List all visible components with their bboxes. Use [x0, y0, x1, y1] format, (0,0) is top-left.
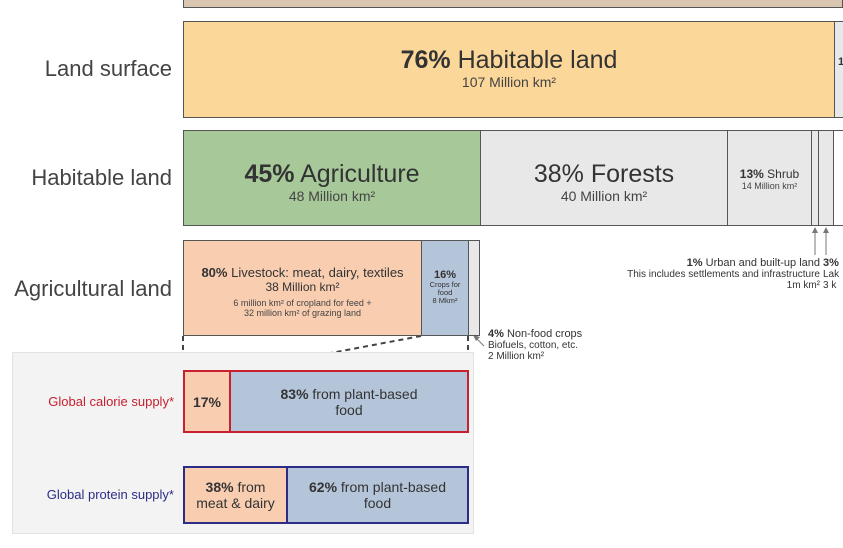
barren-land-box: 1: [834, 21, 843, 118]
row-label-habitable-land: Habitable land: [31, 165, 172, 190]
urban-label: Urban and built-up land: [705, 257, 820, 269]
calorie-plant-label-2: food: [335, 401, 363, 418]
protein-animal-box: 38% from meat & dairy: [183, 466, 288, 524]
crops-label-2: food: [437, 288, 453, 297]
nonfood-annotation: 4% Non-food crops Biofuels, cotton, etc.…: [488, 328, 628, 362]
agriculture-box: 45% Agriculture 48 Million km²: [183, 130, 481, 226]
nonfood-area: 2 Million km²: [488, 351, 545, 362]
livestock-pct: 80%: [201, 265, 228, 280]
agriculture-area: 48 Million km²: [288, 188, 376, 204]
forests-area: 40 Million km²: [560, 188, 648, 204]
agriculture-label: Agriculture: [300, 160, 420, 188]
forests-box: 38% Forests 40 Million km²: [480, 130, 728, 226]
calorie-supply-label: Global calorie supply*: [48, 394, 174, 409]
urban-pct: 1%: [686, 257, 703, 269]
forests-label: Forests: [590, 160, 675, 188]
urban-desc: This includes settlements and infrastruc…: [627, 269, 820, 280]
urban-annotation: 1% Urban and built-up land This includes…: [560, 257, 820, 292]
lakes-area: 3 k: [823, 280, 837, 291]
protein-plant-label-2: food: [363, 495, 392, 511]
lakes-annotation: 3% Lak 3 k: [823, 257, 843, 292]
protein-plant-label-1: from plant-based: [340, 479, 446, 495]
habitable-rest-box: [833, 130, 843, 226]
livestock-label: Livestock: meat, dairy, textiles: [231, 265, 404, 280]
calorie-animal-pct: 17%: [192, 393, 222, 410]
livestock-desc-2: 32 million km² of grazing land: [243, 308, 362, 318]
protein-plant-pct: 62%: [309, 479, 338, 495]
habitable-land-box: 76% Habitable land 107 Million km²: [183, 21, 835, 118]
habitable-land-area: 107 Million km²: [461, 74, 557, 90]
habitable-land-label: Habitable land: [457, 46, 618, 74]
shrub-area: 14 Million km²: [741, 181, 798, 191]
urban-area: 1m km²: [786, 280, 820, 291]
calorie-animal-box: 17%: [183, 370, 231, 433]
shrub-pct: 13%: [739, 167, 764, 181]
calorie-plant-label-1: from plant-based: [312, 385, 418, 402]
lakes-label: Lak: [823, 269, 840, 280]
calorie-plant-pct: 83%: [280, 385, 309, 402]
crops-box: 16% Crops for food 8 Mkm²: [421, 240, 469, 336]
row-label-land-surface: Land surface: [44, 56, 172, 81]
shrub-box: 13% Shrub 14 Million km²: [727, 130, 812, 226]
protein-animal-label-1: from: [237, 479, 266, 495]
row-label-agricultural-land: Agricultural land: [14, 276, 172, 301]
barren-land-cut-label: 1: [835, 56, 843, 68]
crops-pct: 16%: [433, 269, 457, 281]
calorie-plant-box: 83% from plant-based food: [229, 370, 469, 433]
crops-area: 8 Mkm²: [432, 296, 458, 305]
nonfood-box: [468, 240, 480, 336]
agriculture-pct: 45%: [244, 160, 295, 188]
nonfood-desc: Biofuels, cotton, etc.: [488, 340, 579, 351]
nonfood-pct: 4%: [488, 328, 504, 340]
nonfood-label: Non-food crops: [506, 328, 583, 340]
shrub-label: Shrub: [767, 167, 800, 181]
protein-plant-box: 62% from plant-based food: [286, 466, 469, 524]
crops-label-1: Crops for: [429, 280, 461, 289]
lakes-pct: 3%: [823, 257, 839, 269]
livestock-area: 38 Million km²: [265, 280, 340, 294]
livestock-box: 80% Livestock: meat, dairy, textiles 38 …: [183, 240, 422, 336]
livestock-desc-1: 6 million km² of cropland for feed +: [233, 298, 372, 308]
protein-supply-label: Global protein supply*: [46, 487, 174, 502]
forests-pct: 38%: [533, 160, 584, 188]
protein-animal-label-2: meat & dairy: [196, 495, 275, 511]
protein-animal-pct: 38%: [205, 479, 234, 495]
habitable-land-pct: 76%: [400, 46, 451, 74]
